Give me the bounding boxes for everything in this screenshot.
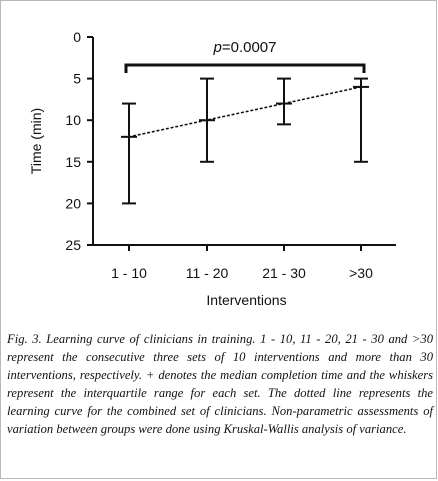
y-tick-label-1: 5 (73, 71, 81, 87)
y-tick-label-5: 25 (65, 237, 81, 253)
y-tick-label-0: 0 (73, 29, 81, 45)
caption-text: Fig. 3. Learning curve of clinicians in … (7, 332, 433, 436)
trend-line-group (128, 86, 362, 138)
significance-bracket (124, 63, 366, 73)
y-axis: 0 5 10 15 20 25 (65, 29, 94, 253)
y-tick-label-2: 10 (65, 112, 81, 128)
p-value-annotation: p=0.0007 (213, 39, 277, 56)
learning-curve-chart: 0 5 10 15 20 25 1 - 10 11 - 20 21 - 30 >30 Time … (28, 29, 396, 308)
y-tick-label-3: 15 (65, 154, 81, 170)
interquartile-whiskers (121, 77, 369, 205)
figure-caption: Fig. 3. Learning curve of clinicians in … (7, 331, 433, 438)
x-tick-label-3: >30 (349, 265, 373, 281)
x-axis: 1 - 10 11 - 20 21 - 30 >30 (93, 244, 396, 281)
x-axis-label: Interventions (206, 292, 286, 308)
y-axis-label: Time (min) (28, 108, 44, 174)
x-tick-label-2: 21 - 30 (262, 265, 306, 281)
x-tick-label-0: 1 - 10 (111, 265, 147, 281)
trend-line (128, 86, 362, 138)
x-tick-label-1: 11 - 20 (186, 265, 229, 281)
y-tick-label-4: 20 (65, 195, 81, 211)
